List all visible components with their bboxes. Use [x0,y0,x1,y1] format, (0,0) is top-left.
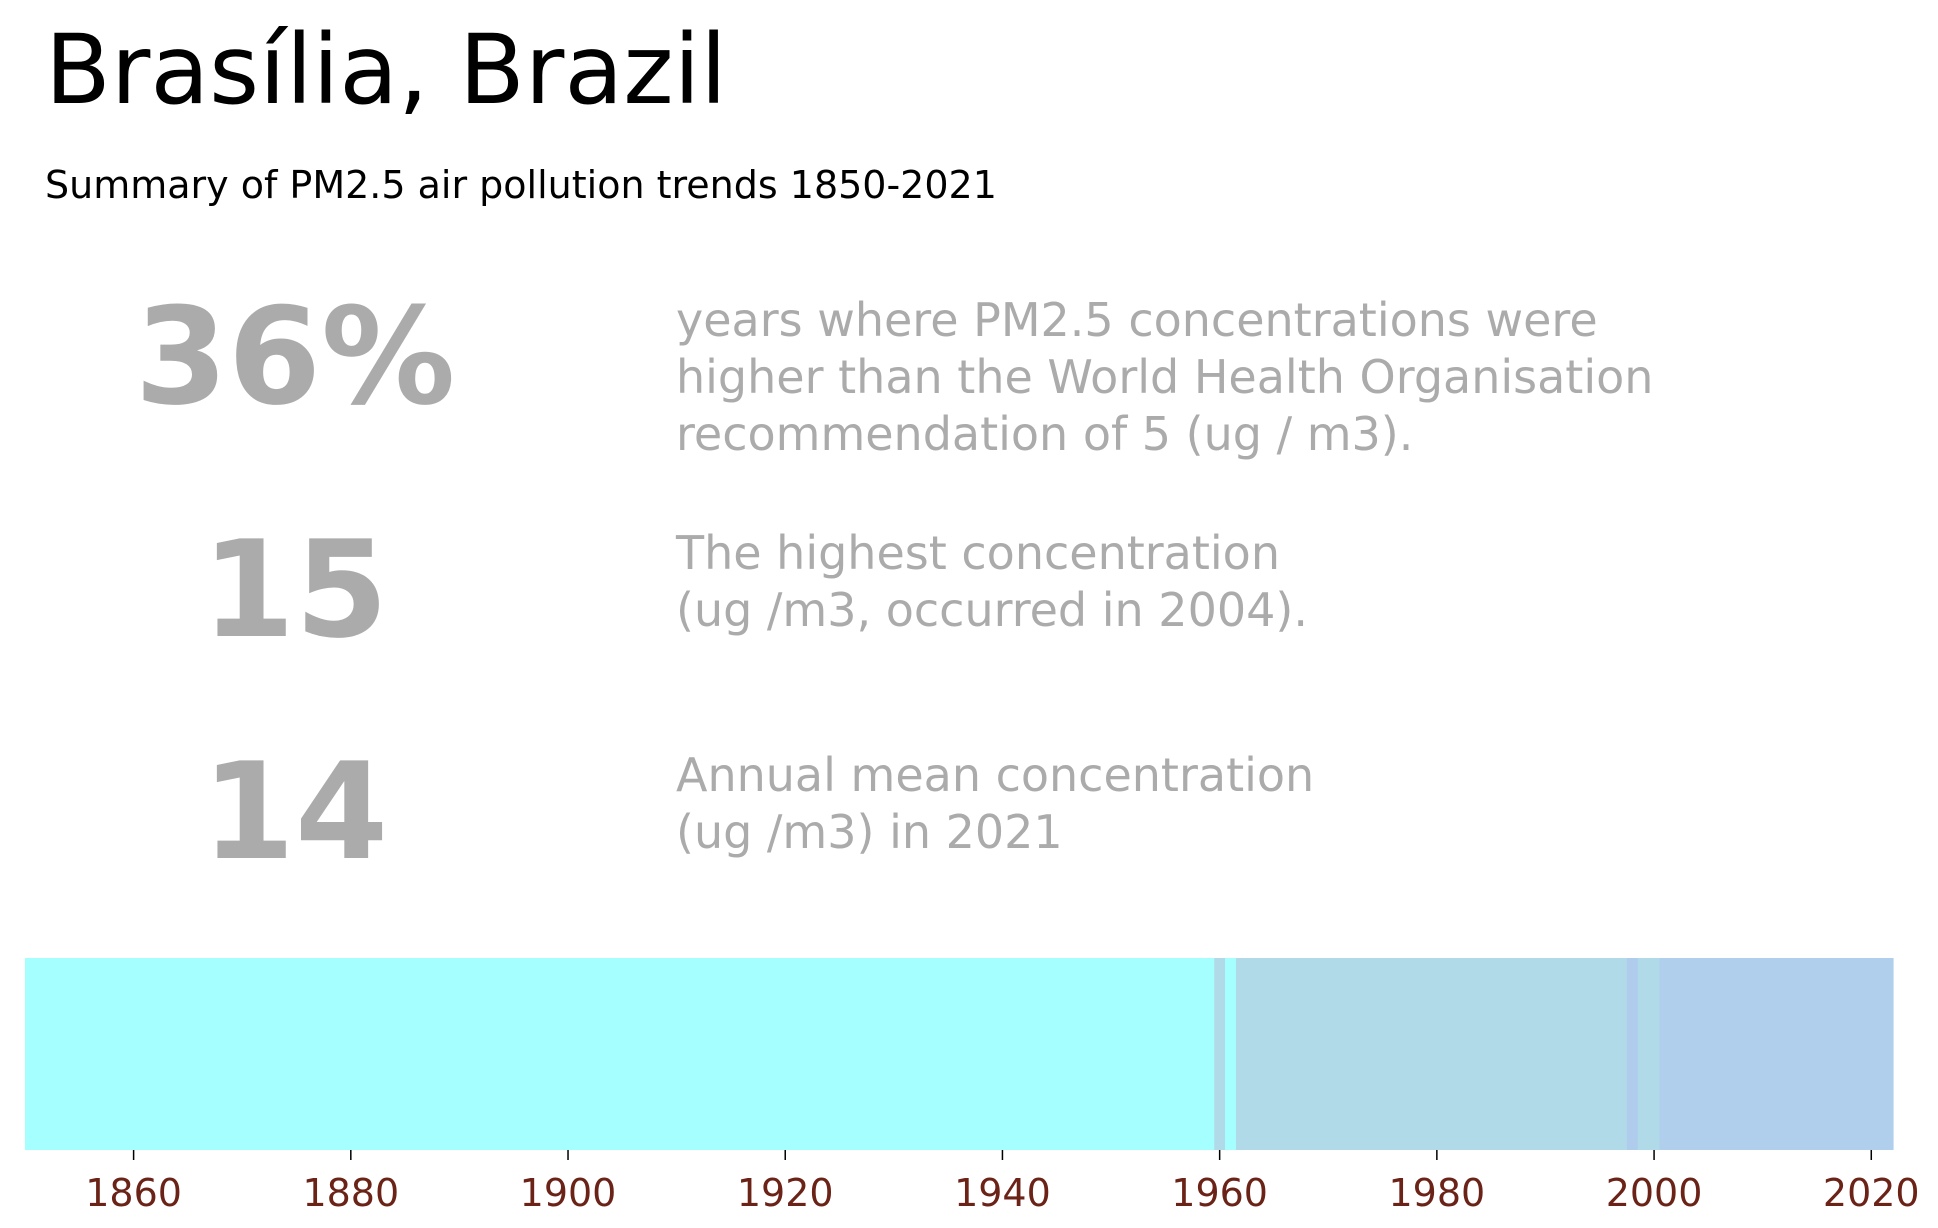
stripe-segment-3 [1235,958,1628,1150]
stripe-segment-4 [1626,958,1639,1150]
stripe-segment-2 [1225,958,1237,1150]
x-tick-label: 1940 [954,1171,1051,1215]
stripe-segment-0 [25,958,1215,1150]
stat-annual-mean-description: Annual mean concentration (ug /m3) in 20… [676,748,1315,859]
x-tick-label: 1980 [1389,1171,1486,1215]
pollution-stripes-chart: 1860 1880 1900 1920 1940 1960 1980 2000 2020 [25,958,1920,1215]
page-subtitle: Summary of PM2.5 air pollution trends 18… [45,163,997,207]
page-title: Brasília, Brazil [45,14,727,126]
x-tick-label: 1920 [737,1171,834,1215]
stat-highest-value: 15 [201,512,389,668]
x-tick-label: 1960 [1171,1171,1268,1215]
stat-exceedance-value: 36% [134,279,456,435]
stripe-segment-6 [1659,958,1894,1150]
stat-highest-description: The highest concentration (ug /m3, occur… [676,526,1308,637]
x-tick-label: 2000 [1606,1171,1703,1215]
stat-annual-mean-value: 14 [201,734,389,890]
stat-exceedance-description: years where PM2.5 concentrations were hi… [676,293,1654,461]
x-tick-label: 1860 [85,1171,182,1215]
x-tick-label: 1880 [302,1171,399,1215]
stripe-segment-1 [1214,958,1226,1150]
x-tick-label: 2020 [1823,1171,1920,1215]
stripe-segment-5 [1637,958,1661,1150]
x-tick-label: 1900 [520,1171,617,1215]
